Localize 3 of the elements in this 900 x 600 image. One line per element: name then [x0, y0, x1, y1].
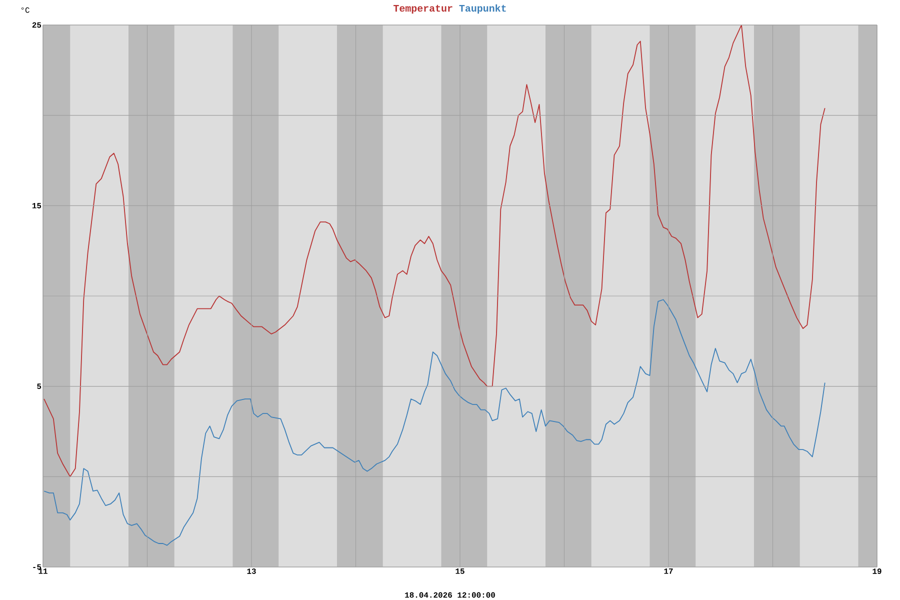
line-series: [44, 299, 826, 546]
text: Temperatur: [394, 4, 452, 14]
text: Taupunkt: [459, 4, 506, 14]
